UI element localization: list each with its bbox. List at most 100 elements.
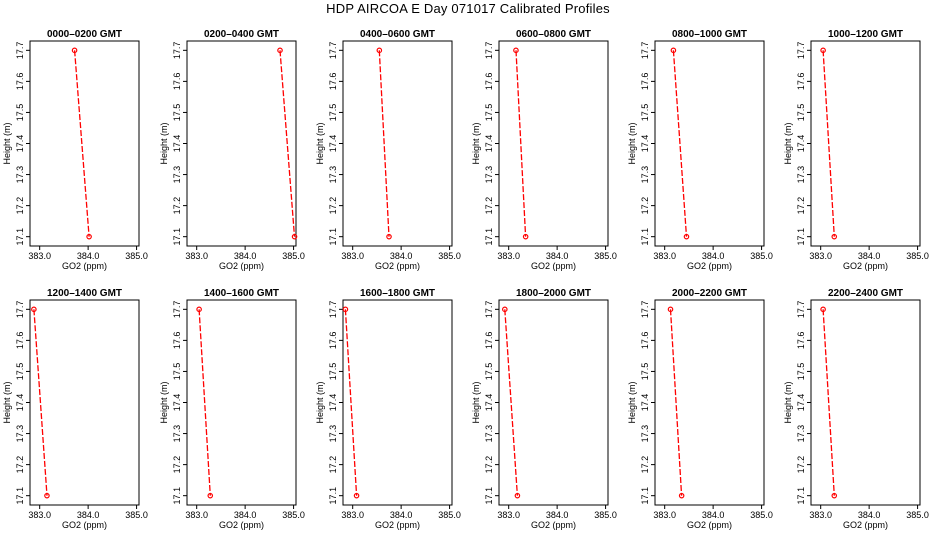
y-tick-label: 17.1 — [484, 487, 494, 505]
y-tick-label: 17.4 — [640, 135, 650, 153]
y-tick-label: 17.4 — [15, 135, 25, 153]
y-axis-label: Height (m) — [159, 381, 169, 423]
y-tick-label: 17.5 — [484, 363, 494, 381]
profile-line — [822, 309, 835, 496]
y-axis-label: Height (m) — [783, 122, 793, 164]
plot-frame — [498, 40, 609, 247]
y-tick-label: 17.6 — [328, 73, 338, 91]
panel-title: 1600–1800 GMT — [360, 288, 435, 299]
x-tick-label: 385.0 — [282, 510, 305, 520]
x-tick-label: 383.0 — [185, 251, 208, 261]
plot-frame — [29, 299, 140, 506]
y-tick-label: 17.6 — [484, 332, 494, 350]
panel: 1200–1400 GMT 383.0 384.0 385.0 GO2 (ppm) 17.… — [2, 288, 148, 530]
panel-title: 2200–2400 GMT — [828, 288, 903, 299]
y-tick-label: 17.7 — [172, 301, 182, 319]
data-point — [196, 306, 202, 313]
panel-title: 0200–0400 GMT — [204, 29, 279, 40]
y-axis-label: Height (m) — [159, 122, 169, 164]
y-tick-label: 17.1 — [484, 228, 494, 246]
data-point — [820, 306, 826, 313]
x-axis-label: GO2 (ppm) — [219, 520, 264, 530]
y-tick-label: 17.2 — [328, 197, 338, 215]
x-tick-label: 384.0 — [546, 251, 569, 261]
data-point — [522, 233, 529, 240]
x-tick-label: 383.0 — [653, 510, 676, 520]
x-axis-label: GO2 (ppm) — [687, 261, 732, 271]
panel-title: 1000–1200 GMT — [828, 29, 903, 40]
y-tick-label: 17.1 — [796, 487, 806, 505]
data-point — [277, 47, 283, 54]
profile-line — [504, 309, 519, 496]
x-tick-label: 385.0 — [594, 510, 617, 520]
y-tick-label: 17.2 — [15, 197, 25, 215]
y-tick-label: 17.2 — [484, 456, 494, 474]
plot-frame — [342, 40, 453, 247]
y-tick-label: 17.6 — [484, 73, 494, 91]
y-tick-label: 17.5 — [796, 104, 806, 122]
y-tick-label: 17.7 — [15, 42, 25, 60]
y-tick-label: 17.6 — [328, 332, 338, 350]
plot-frame — [654, 40, 765, 247]
y-tick-label: 17.7 — [328, 301, 338, 319]
panel: 1600–1800 GMT 383.0 384.0 385.0 GO2 (ppm) 17.… — [315, 288, 461, 530]
x-axis-label: GO2 (ppm) — [531, 261, 576, 271]
y-tick-label: 17.4 — [796, 135, 806, 153]
y-tick-label: 17.7 — [796, 301, 806, 319]
profile-line — [279, 50, 296, 237]
y-tick-label: 17.1 — [15, 228, 25, 246]
y-tick-label: 17.1 — [328, 228, 338, 246]
x-tick-label: 383.0 — [497, 251, 520, 261]
x-tick-label: 383.0 — [497, 510, 520, 520]
x-tick-label: 383.0 — [341, 510, 364, 520]
y-tick-label: 17.2 — [15, 456, 25, 474]
x-axis-label: GO2 (ppm) — [62, 520, 107, 530]
y-tick-label: 17.7 — [172, 42, 182, 60]
data-point — [831, 233, 838, 240]
x-tick-label: 385.0 — [906, 251, 929, 261]
x-axis-label: GO2 (ppm) — [687, 520, 732, 530]
y-tick-label: 17.4 — [640, 394, 650, 412]
plot-frame — [810, 299, 921, 506]
y-tick-label: 17.5 — [640, 104, 650, 122]
x-axis-label: GO2 (ppm) — [219, 261, 264, 271]
y-axis-label: Height (m) — [315, 122, 325, 164]
panel: 0400–0600 GMT 383.0 384.0 385.0 GO2 (ppm) 17.… — [315, 29, 461, 271]
x-tick-label: 384.0 — [77, 510, 100, 520]
profile-line — [515, 50, 527, 237]
y-tick-label: 17.6 — [15, 73, 25, 91]
y-tick-label: 17.1 — [15, 487, 25, 505]
y-tick-label: 17.5 — [484, 104, 494, 122]
y-tick-label: 17.7 — [796, 42, 806, 60]
panel-title: 1800–2000 GMT — [516, 288, 591, 299]
y-tick-label: 17.3 — [328, 166, 338, 184]
y-tick-label: 17.3 — [15, 425, 25, 443]
y-axis-label: Height (m) — [2, 381, 12, 423]
panel: 0600–0800 GMT 383.0 384.0 385.0 GO2 (ppm) 17.… — [471, 29, 617, 271]
panel: 0000–0200 GMT 383.0 384.0 385.0 GO2 (ppm) 17.… — [2, 29, 148, 271]
panel: 2200–2400 GMT 383.0 384.0 385.0 GO2 (ppm) 17.… — [783, 288, 929, 530]
y-tick-label: 17.4 — [172, 394, 182, 412]
data-point — [31, 306, 37, 313]
profile-line — [344, 309, 358, 496]
y-tick-label: 17.6 — [640, 332, 650, 350]
y-tick-label: 17.5 — [328, 363, 338, 381]
x-tick-label: 383.0 — [809, 251, 832, 261]
y-tick-label: 17.1 — [328, 487, 338, 505]
data-point — [71, 47, 78, 54]
x-tick-label: 385.0 — [750, 510, 773, 520]
x-tick-label: 383.0 — [341, 251, 364, 261]
y-tick-label: 17.2 — [328, 456, 338, 474]
y-tick-label: 17.2 — [640, 456, 650, 474]
x-axis-label: GO2 (ppm) — [531, 520, 576, 530]
profile-line — [822, 50, 835, 237]
panel-title: 1200–1400 GMT — [47, 288, 122, 299]
x-tick-label: 385.0 — [750, 251, 773, 261]
x-tick-label: 384.0 — [702, 251, 725, 261]
profile-line — [198, 309, 211, 496]
data-point — [514, 492, 521, 499]
data-point — [353, 492, 360, 499]
x-tick-label: 383.0 — [28, 510, 51, 520]
y-tick-label: 17.5 — [15, 363, 25, 381]
